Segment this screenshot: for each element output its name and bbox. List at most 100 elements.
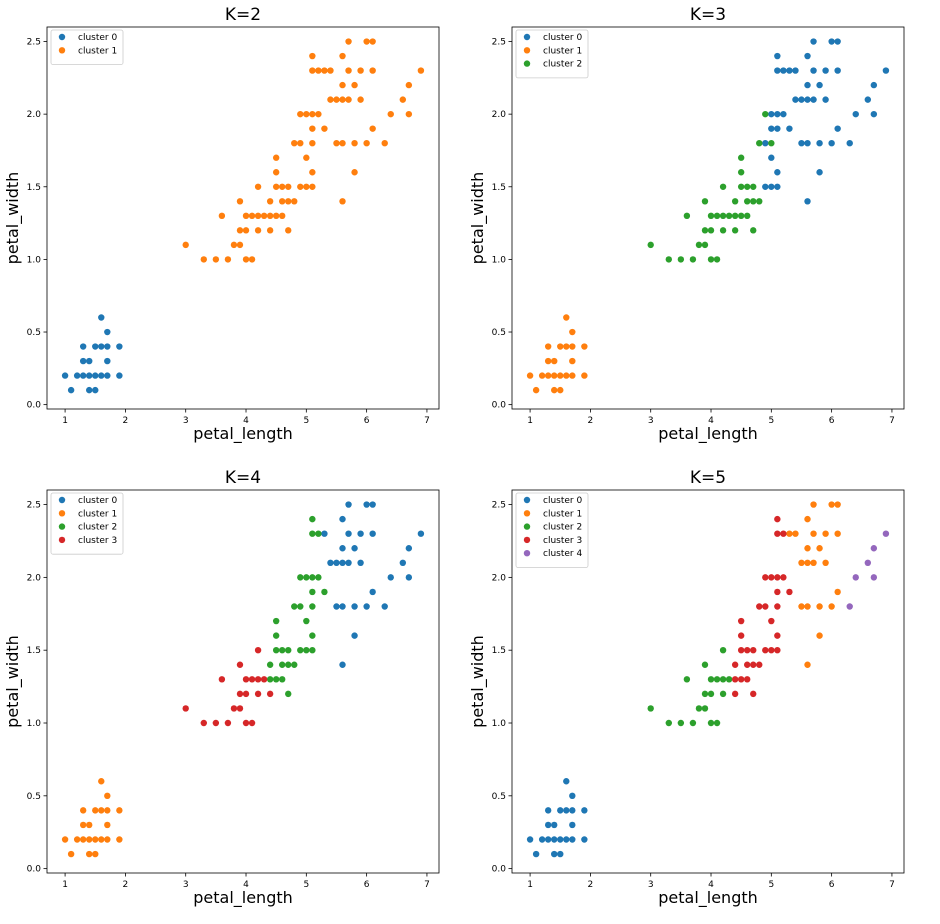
data-point [762,646,769,654]
data-point [551,836,558,843]
data-point [828,140,835,147]
data-point [266,212,274,220]
data-point [737,617,745,625]
legend-label: cluster 1 [543,509,582,519]
data-point [266,690,274,698]
y-tick-label: 0.0 [492,401,507,411]
legend-box [515,492,589,568]
data-point [303,617,310,625]
data-point [297,603,304,610]
data-point [345,96,352,103]
data-point [98,372,105,379]
y-tick-label: 0.0 [27,865,42,875]
series-cluster-4 [846,530,890,610]
data-point [737,632,745,639]
legend-marker [523,536,531,544]
x-tick-label: 2 [588,416,594,426]
data-point [816,603,823,610]
data-point [242,227,250,234]
data-point [303,110,310,118]
y-tick-label: 1.5 [27,646,41,656]
series-cluster-0 [321,501,425,668]
data-point [544,821,552,829]
data-point [647,705,654,712]
data-point [786,588,793,596]
data-point [104,821,111,829]
data-point [768,110,775,118]
data-point [218,212,226,220]
data-point [846,140,853,147]
data-point [834,588,841,596]
data-point [230,705,238,712]
data-point [260,212,268,220]
legend-box [50,492,124,555]
data-point [291,198,298,205]
data-point [774,183,781,190]
y-axis-label: petal_width [3,172,23,265]
data-point [731,227,739,234]
data-point [744,212,751,220]
data-point [719,676,727,683]
legend-label: cluster 1 [78,509,117,519]
data-point [260,676,268,683]
data-point [303,574,310,581]
legend-marker [523,47,531,54]
data-point [774,603,781,610]
data-point [551,386,558,394]
data-point [834,38,841,45]
data-point [737,212,745,220]
data-point [774,110,781,118]
data-point [339,603,346,610]
y-tick-label: 2.5 [492,38,506,48]
data-point [756,140,763,147]
data-point [351,603,358,610]
data-point [357,96,364,103]
data-point [327,559,334,567]
legend-marker [523,510,531,517]
data-point [563,314,570,321]
data-point [768,574,775,581]
y-tick-label: 1.5 [492,646,506,656]
data-point [333,140,340,147]
series-cluster-0 [526,778,588,858]
data-point [339,52,346,60]
data-point [846,603,853,610]
x-tick-label: 6 [364,880,370,890]
data-point [285,646,292,654]
data-point [737,646,745,654]
data-point [98,778,105,785]
data-point [870,110,878,118]
data-point [569,343,576,350]
data-point [387,574,394,581]
legend: cluster 0 cluster 1 cluster 2 [515,29,589,79]
data-point [563,778,570,785]
data-point [762,140,769,147]
data-point [79,372,87,379]
data-point [242,256,250,263]
data-point [248,676,256,683]
data-point [750,183,757,190]
y-tick-label: 2.0 [492,110,507,120]
data-point [816,545,823,552]
data-point [254,227,262,234]
data-point [719,227,727,234]
x-tick-label: 5 [303,880,309,890]
data-point [774,67,781,74]
data-point [363,38,370,45]
data-point [67,386,75,394]
data-point [236,690,244,698]
x-tick-label: 1 [62,416,68,426]
x-tick-label: 5 [768,416,774,426]
y-axis-label: petal_width [468,172,488,265]
data-point [834,125,841,132]
legend: cluster 0 cluster 1 [50,29,124,65]
legend-label: cluster 2 [543,60,582,70]
legend-label: cluster 1 [543,46,582,56]
data-point [242,719,250,727]
data-point [279,646,286,654]
data-point [822,559,829,567]
x-tick-label: 1 [62,880,68,890]
data-point [297,646,304,654]
data-point [701,241,709,249]
data-point [79,821,87,829]
